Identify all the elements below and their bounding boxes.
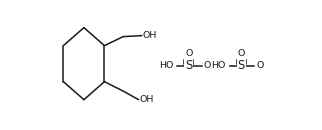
Text: HO: HO <box>211 61 225 70</box>
Text: OH: OH <box>139 95 154 104</box>
Text: S: S <box>238 59 245 72</box>
Text: HO: HO <box>159 61 173 70</box>
Text: O: O <box>185 50 193 58</box>
Text: O: O <box>237 50 245 58</box>
Text: OH: OH <box>143 31 157 40</box>
Text: O: O <box>204 61 211 70</box>
Text: O: O <box>256 61 263 70</box>
Text: S: S <box>185 59 192 72</box>
